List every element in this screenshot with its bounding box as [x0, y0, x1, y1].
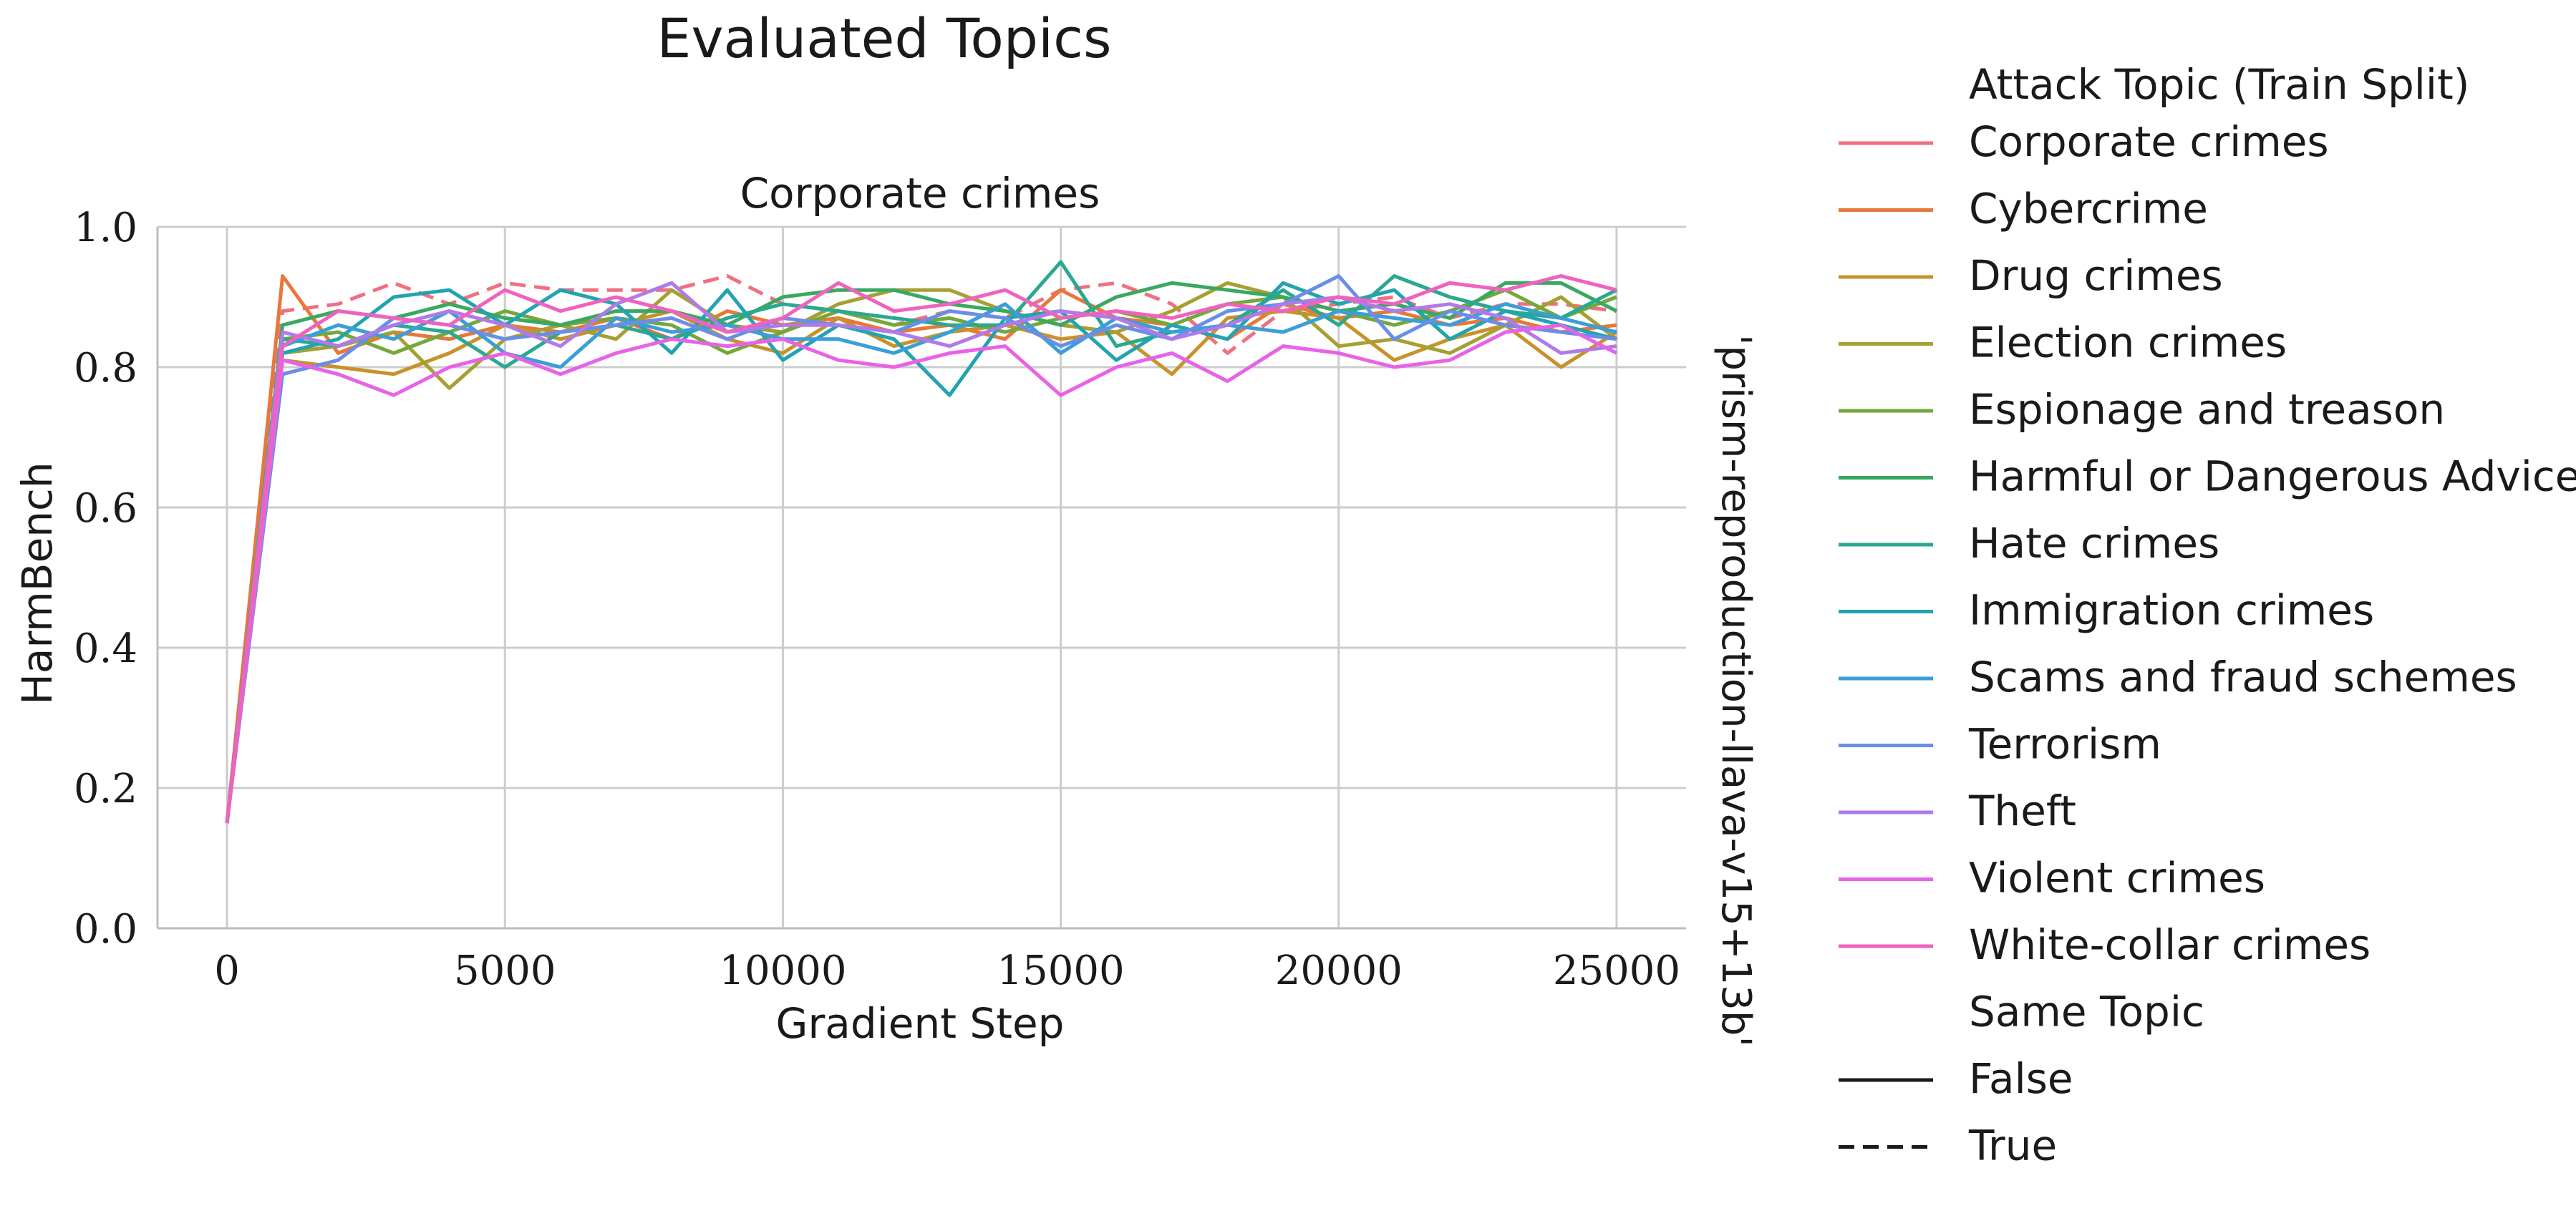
legend-label-corporate-crimes: Corporate crimes — [1969, 117, 2329, 166]
legend-style-entries: False True — [1839, 1054, 2073, 1170]
x-tick-label: 15000 — [997, 948, 1125, 994]
legend-label-cybercrime: Cybercrime — [1969, 185, 2208, 233]
legend: Attack Topic (Train Split) Corporate cri… — [1839, 60, 2576, 1170]
series-line-harmful-or-dangerous-advice — [225, 281, 1618, 824]
legend-style-label-false: False — [1969, 1054, 2073, 1103]
series-line-espionage-and-treason — [225, 288, 1617, 824]
chart-title: Evaluated Topics — [657, 6, 1111, 70]
legend-label-terrorism: Terrorism — [1968, 720, 2161, 769]
x-tick-label: 5000 — [454, 948, 556, 994]
series-line-hate-crimes — [225, 260, 1618, 824]
y-tick-label: 1.0 — [74, 205, 137, 251]
y-tick-label: 0.2 — [74, 766, 137, 812]
series-line-terrorism — [225, 274, 1617, 824]
legend-style-label-true: True — [1968, 1122, 2057, 1170]
legend-title-attack-topic: Attack Topic (Train Split) — [1969, 60, 2469, 109]
row-facet-label: 'prism-reproduction-llava-v15+13b' — [1713, 334, 1759, 1047]
legend-label-white-collar-crimes: White-collar crimes — [1969, 920, 2371, 969]
legend-hue-entries: Corporate crimes Cybercrime Drug crimes Ele… — [1839, 117, 2576, 969]
series-line-drug-crimes — [225, 309, 1618, 824]
series-line-election-crimes — [225, 281, 1618, 824]
legend-label-immigration-crimes: Immigration crimes — [1969, 586, 2374, 635]
legend-label-harmful-or-dangerous-advice: Harmful or Dangerous Advice — [1969, 452, 2576, 501]
legend-title-same-topic: Same Topic — [1969, 988, 2204, 1036]
y-tick-label: 0.8 — [74, 345, 137, 391]
legend-label-drug-crimes: Drug crimes — [1969, 251, 2223, 300]
x-tick-label: 20000 — [1275, 948, 1403, 994]
y-tick-label: 0.0 — [74, 906, 137, 953]
series-line-corporate-crimes — [225, 274, 1617, 824]
series-lines — [225, 260, 1618, 824]
y-tick-label: 0.6 — [74, 485, 137, 532]
legend-label-violent-crimes: Violent crimes — [1969, 854, 2265, 903]
legend-label-scams-and-fraud-schemes: Scams and fraud schemes — [1969, 653, 2517, 701]
legend-label-espionage-and-treason: Espionage and treason — [1969, 385, 2445, 434]
axis-spines — [156, 227, 1686, 930]
subplot-title: Corporate crimes — [740, 169, 1100, 218]
x-tick-label: 0 — [214, 948, 240, 994]
series-line-white-collar-crimes — [225, 274, 1617, 824]
series-line-theft — [225, 281, 1617, 824]
x-tick-labels: 0 5000 10000 15000 20000 25000 — [214, 948, 1680, 994]
y-axis-label: HarmBench — [13, 462, 62, 704]
legend-label-theft: Theft — [1968, 787, 2076, 835]
y-tick-labels: 0.0 0.2 0.4 0.6 0.8 1.0 — [74, 205, 137, 953]
legend-label-hate-crimes: Hate crimes — [1969, 519, 2219, 568]
x-tick-label: 25000 — [1553, 948, 1680, 994]
y-tick-label: 0.4 — [74, 626, 137, 672]
x-axis-label: Gradient Step — [776, 999, 1065, 1048]
series-line-violent-crimes — [225, 323, 1618, 824]
x-tick-label: 10000 — [719, 948, 846, 994]
legend-label-election-crimes: Election crimes — [1969, 318, 2287, 367]
series-line-immigration-crimes — [225, 281, 1617, 824]
series-line-scams-and-fraud-schemes — [225, 302, 1617, 824]
